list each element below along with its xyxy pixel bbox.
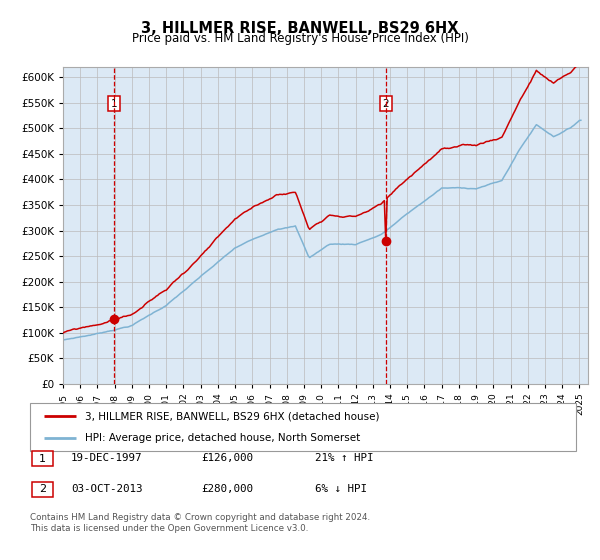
Text: 1: 1: [39, 454, 46, 464]
Text: £280,000: £280,000: [201, 484, 253, 494]
FancyBboxPatch shape: [32, 451, 53, 466]
Text: 3, HILLMER RISE, BANWELL, BS29 6HX: 3, HILLMER RISE, BANWELL, BS29 6HX: [141, 21, 459, 36]
Text: Contains HM Land Registry data © Crown copyright and database right 2024.: Contains HM Land Registry data © Crown c…: [30, 513, 370, 522]
Text: 3, HILLMER RISE, BANWELL, BS29 6HX (detached house): 3, HILLMER RISE, BANWELL, BS29 6HX (deta…: [85, 411, 379, 421]
Text: £126,000: £126,000: [201, 453, 253, 463]
Text: Price paid vs. HM Land Registry's House Price Index (HPI): Price paid vs. HM Land Registry's House …: [131, 32, 469, 45]
Text: 1: 1: [110, 99, 117, 109]
FancyBboxPatch shape: [30, 403, 576, 451]
Text: HPI: Average price, detached house, North Somerset: HPI: Average price, detached house, Nort…: [85, 433, 360, 443]
FancyBboxPatch shape: [32, 482, 53, 497]
Text: 6% ↓ HPI: 6% ↓ HPI: [315, 484, 367, 494]
Text: 21% ↑ HPI: 21% ↑ HPI: [315, 453, 373, 463]
Text: 03-OCT-2013: 03-OCT-2013: [71, 484, 142, 494]
Text: 19-DEC-1997: 19-DEC-1997: [71, 453, 142, 463]
Text: This data is licensed under the Open Government Licence v3.0.: This data is licensed under the Open Gov…: [30, 524, 308, 533]
Text: 2: 2: [39, 484, 46, 494]
Text: 2: 2: [382, 99, 389, 109]
